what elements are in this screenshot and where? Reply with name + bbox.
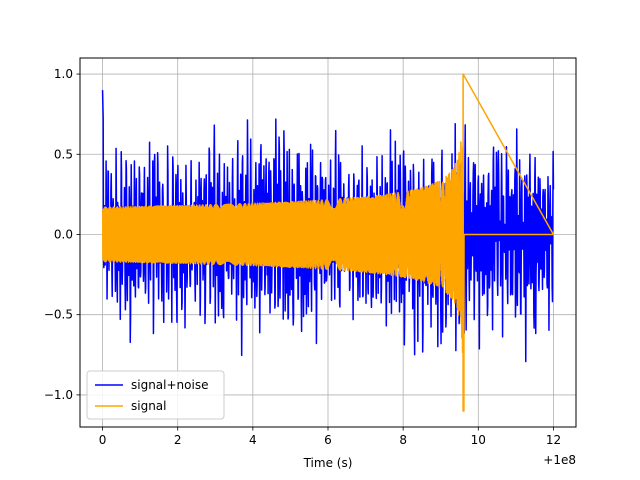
y-tick-label: −0.5: [44, 308, 73, 322]
x-tick-label: 6: [324, 433, 332, 447]
series-line-signal: [101, 73, 555, 412]
x-tick-label: 2: [174, 433, 182, 447]
legend-label: signal+noise: [131, 378, 208, 392]
x-tick-label: 0: [99, 433, 107, 447]
y-tick-label: 1.0: [54, 67, 73, 81]
y-tick-label: 0.0: [54, 227, 73, 241]
x-axis-ticks: 0 2 4 6 8 10 12: [99, 427, 561, 447]
x-tick-label: 10: [471, 433, 486, 447]
plot-area: [79, 57, 577, 428]
x-tick-label: 12: [546, 433, 561, 447]
x-tick-label: 8: [399, 433, 407, 447]
y-tick-label: −1.0: [44, 388, 73, 402]
series-layer: [101, 73, 555, 412]
legend: signal+noise signal: [86, 370, 225, 420]
x-axis-label: Time (s): [303, 456, 353, 470]
y-axis-ticks: −1.0 −0.5 0.0 0.5 1.0: [44, 67, 80, 402]
x-tick-label: 4: [249, 433, 257, 447]
y-tick-label: 0.5: [54, 147, 73, 161]
legend-label: signal: [131, 399, 167, 413]
legend-box: [86, 370, 225, 420]
x-axis-offset-label: +1e8: [543, 453, 576, 467]
